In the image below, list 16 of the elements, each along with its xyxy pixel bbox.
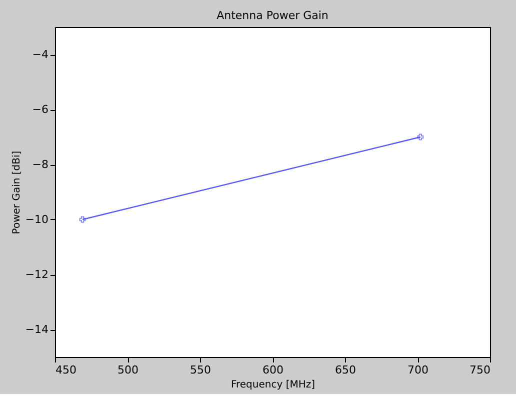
y-tick-label: −10 (25, 213, 48, 226)
x-tick-label: 500 (118, 364, 138, 376)
y-tick-label: −12 (25, 268, 48, 281)
x-tick-label: 450 (56, 364, 76, 376)
x-tick-label: 750 (470, 364, 490, 376)
y-tick-label: −6 (32, 103, 48, 116)
x-tick-label: 550 (190, 364, 211, 376)
x-tick-label: 600 (262, 364, 284, 376)
x-axis-title: Frequency [MHz] (230, 380, 316, 390)
y-axis-title: Power Gain [dBi] (11, 150, 22, 234)
y-tick-label: −4 (32, 48, 48, 61)
y-tick-label: −14 (25, 323, 48, 336)
x-tick-label: 700 (408, 364, 428, 376)
chart-title: Antenna Power Gain (216, 9, 328, 22)
x-tick-label: 650 (335, 364, 356, 376)
y-tick-label: −8 (32, 158, 48, 171)
